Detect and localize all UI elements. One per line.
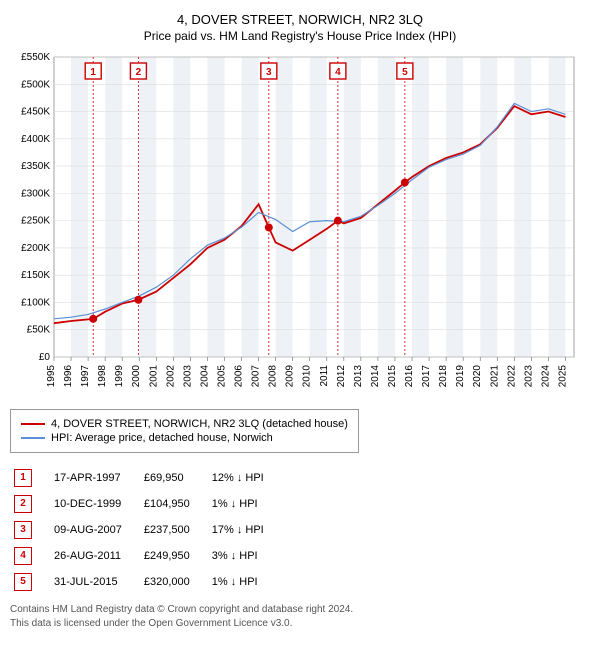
svg-text:2005: 2005 — [216, 365, 227, 388]
sale-marker-icon: 4 — [14, 547, 32, 565]
svg-text:2000: 2000 — [131, 365, 142, 388]
svg-text:1999: 1999 — [114, 365, 125, 388]
svg-text:2019: 2019 — [455, 365, 466, 388]
sale-date: 10-DEC-1999 — [50, 491, 140, 517]
table-row: 4 26-AUG-2011£249,9503% ↓ HPI — [10, 543, 282, 569]
svg-text:2017: 2017 — [421, 365, 432, 388]
sale-date: 09-AUG-2007 — [50, 517, 140, 543]
price-chart: £0 £50K £100K £150K £200K £250K £300K £350K £400… — [10, 51, 590, 401]
chart-title: 4, DOVER STREET, NORWICH, NR2 3LQ — [10, 12, 590, 27]
svg-text:£100K: £100K — [21, 297, 50, 308]
svg-text:2012: 2012 — [336, 365, 347, 388]
svg-text:2010: 2010 — [302, 365, 313, 388]
svg-text:2023: 2023 — [523, 365, 534, 388]
sale-price: £237,500 — [140, 517, 208, 543]
table-row: 5 31-JUL-2015£320,0001% ↓ HPI — [10, 569, 282, 595]
svg-text:£0: £0 — [39, 352, 51, 363]
svg-text:£150K: £150K — [21, 270, 50, 281]
svg-text:2007: 2007 — [251, 365, 262, 388]
legend-swatch — [21, 423, 45, 425]
svg-text:£350K: £350K — [21, 161, 50, 172]
footer-line1: Contains HM Land Registry data © Crown c… — [10, 603, 590, 617]
svg-text:2022: 2022 — [506, 365, 517, 388]
footer-line2: This data is licensed under the Open Gov… — [10, 617, 590, 631]
svg-text:1998: 1998 — [97, 365, 108, 388]
table-row: 1 17-APR-1997£69,95012% ↓ HPI — [10, 465, 282, 491]
sale-date: 17-APR-1997 — [50, 465, 140, 491]
table-row: 3 09-AUG-2007£237,50017% ↓ HPI — [10, 517, 282, 543]
sale-date: 31-JUL-2015 — [50, 569, 140, 595]
legend: 4, DOVER STREET, NORWICH, NR2 3LQ (detac… — [10, 409, 359, 453]
legend-swatch — [21, 437, 45, 439]
legend-item: 4, DOVER STREET, NORWICH, NR2 3LQ (detac… — [21, 418, 348, 430]
svg-text:2002: 2002 — [165, 365, 176, 388]
sale-delta: 1% ↓ HPI — [208, 569, 282, 595]
svg-text:2021: 2021 — [489, 365, 500, 388]
svg-text:£550K: £550K — [21, 52, 50, 63]
svg-text:1996: 1996 — [63, 365, 74, 388]
sale-date: 26-AUG-2011 — [50, 543, 140, 569]
sale-price: £320,000 — [140, 569, 208, 595]
sale-marker-icon: 1 — [14, 469, 32, 487]
sale-delta: 1% ↓ HPI — [208, 491, 282, 517]
sale-price: £249,950 — [140, 543, 208, 569]
sale-delta: 17% ↓ HPI — [208, 517, 282, 543]
svg-text:2014: 2014 — [370, 365, 381, 388]
svg-text:£400K: £400K — [21, 134, 50, 145]
svg-text:1995: 1995 — [46, 365, 57, 388]
svg-text:3: 3 — [266, 67, 272, 78]
svg-text:1997: 1997 — [80, 365, 91, 388]
svg-text:£50K: £50K — [27, 325, 51, 336]
svg-text:2024: 2024 — [540, 365, 551, 388]
sale-delta: 12% ↓ HPI — [208, 465, 282, 491]
svg-text:£200K: £200K — [21, 243, 50, 254]
svg-text:£250K: £250K — [21, 216, 50, 227]
sale-delta: 3% ↓ HPI — [208, 543, 282, 569]
svg-text:5: 5 — [402, 67, 408, 78]
sale-price: £69,950 — [140, 465, 208, 491]
svg-text:2013: 2013 — [353, 365, 364, 388]
svg-text:2016: 2016 — [404, 365, 415, 388]
svg-text:2003: 2003 — [182, 365, 193, 388]
svg-text:2018: 2018 — [438, 365, 449, 388]
svg-text:2009: 2009 — [285, 365, 296, 388]
chart-svg: £0 £50K £100K £150K £200K £250K £300K £350K £400… — [10, 51, 578, 396]
svg-text:£450K: £450K — [21, 107, 50, 118]
svg-text:2020: 2020 — [472, 365, 483, 388]
table-row: 2 10-DEC-1999£104,9501% ↓ HPI — [10, 491, 282, 517]
legend-label: HPI: Average price, detached house, Norw… — [51, 432, 273, 444]
svg-text:2015: 2015 — [387, 365, 398, 388]
sale-marker-icon: 3 — [14, 521, 32, 539]
chart-subtitle: Price paid vs. HM Land Registry's House … — [10, 29, 590, 43]
svg-text:1: 1 — [90, 67, 96, 78]
svg-text:£500K: £500K — [21, 79, 50, 90]
svg-text:2004: 2004 — [199, 365, 210, 388]
legend-item: HPI: Average price, detached house, Norw… — [21, 432, 348, 444]
svg-text:2025: 2025 — [557, 365, 568, 388]
svg-text:2001: 2001 — [148, 365, 159, 388]
sales-table: 1 17-APR-1997£69,95012% ↓ HPI 2 10-DEC-1999… — [10, 465, 282, 595]
legend-label: 4, DOVER STREET, NORWICH, NR2 3LQ (detac… — [51, 418, 348, 430]
svg-text:2008: 2008 — [268, 365, 279, 388]
sale-marker-icon: 5 — [14, 573, 32, 591]
svg-text:2: 2 — [136, 67, 142, 78]
svg-text:2011: 2011 — [319, 365, 330, 387]
svg-text:£300K: £300K — [21, 188, 50, 199]
footer-attribution: Contains HM Land Registry data © Crown c… — [10, 603, 590, 631]
svg-text:2006: 2006 — [234, 365, 245, 388]
sale-marker-icon: 2 — [14, 495, 32, 513]
svg-text:4: 4 — [335, 67, 341, 78]
sale-price: £104,950 — [140, 491, 208, 517]
